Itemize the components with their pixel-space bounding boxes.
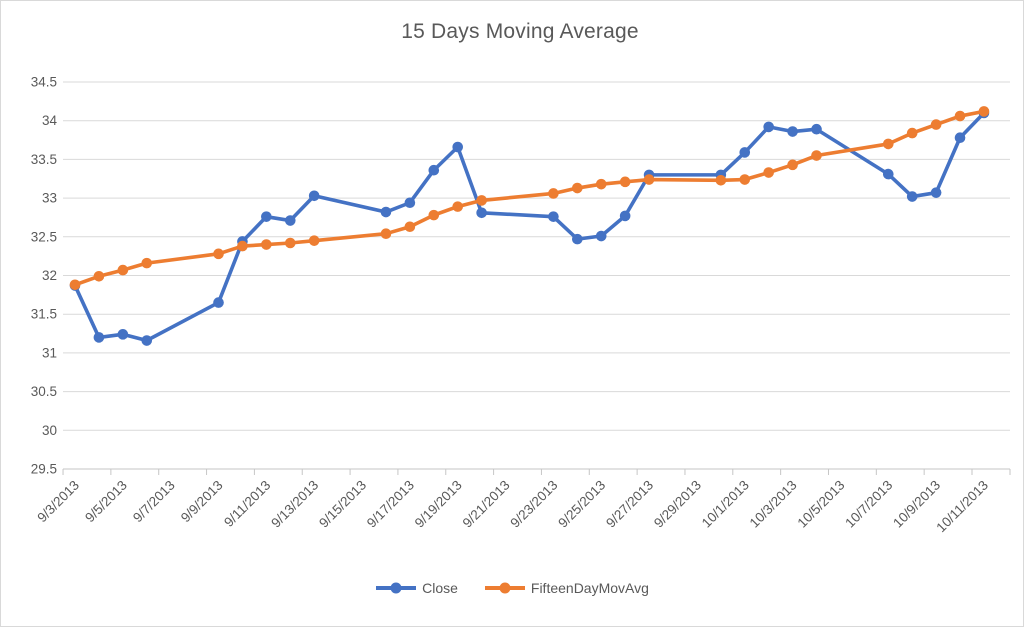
- x-tick-label: 10/11/2013: [933, 478, 991, 536]
- x-tick-label: 9/19/2013: [412, 478, 465, 531]
- movavg-data-point-marker: [69, 279, 81, 291]
- y-tick-label: 30: [42, 423, 57, 438]
- close-data-point-marker: [548, 211, 559, 222]
- y-tick-label: 29.5: [31, 462, 57, 477]
- movavg-data-point-marker: [882, 138, 894, 150]
- close-data-point-marker: [906, 191, 918, 202]
- movavg-data-point-marker: [930, 119, 942, 130]
- close-data-point-marker: [213, 297, 224, 308]
- close-data-point-marker: [595, 230, 607, 242]
- legend-label-close: Close: [422, 580, 458, 596]
- y-tick-label: 33: [42, 191, 57, 206]
- movavg-data-point-marker: [572, 182, 583, 194]
- movavg-data-point-marker: [906, 127, 918, 139]
- close-data-point-marker: [811, 123, 822, 135]
- y-tick-label: 34: [42, 113, 58, 128]
- close-data-point-marker: [308, 190, 320, 202]
- movavg-data-point-marker: [404, 221, 416, 233]
- close-data-point-marker: [619, 210, 631, 222]
- movavg-data-point-marker: [787, 159, 798, 171]
- movavg-data-point-marker: [715, 174, 727, 186]
- x-tick-label: 9/9/2013: [178, 478, 226, 526]
- movavg-series-swatch-icon: [484, 582, 525, 594]
- close-data-point-marker: [882, 168, 894, 180]
- movavg-data-point-marker: [548, 188, 559, 199]
- movavg-data-point-marker: [237, 240, 248, 252]
- close-data-point-marker: [476, 207, 487, 219]
- movavg-data-point-marker: [452, 201, 464, 212]
- movavg-data-point-marker: [117, 264, 129, 276]
- movavg-data-point-marker: [954, 110, 966, 122]
- legend-item-fifteendaymovavg: FifteenDayMovAvg: [484, 580, 649, 596]
- close-data-point-marker: [284, 215, 296, 226]
- legend-label-fifteendaymovavg: FifteenDayMovAvg: [530, 580, 649, 596]
- y-tick-label: 32: [42, 268, 57, 283]
- movavg-data-point-marker: [213, 248, 224, 260]
- movavg-data-point-marker: [811, 150, 822, 161]
- x-tick-label: 9/7/2013: [130, 478, 178, 526]
- movavg-data-point-marker: [739, 174, 751, 185]
- x-tick-label: 9/15/2013: [316, 478, 369, 531]
- close-data-point-marker: [428, 164, 440, 176]
- x-tick-label: 9/25/2013: [555, 478, 608, 531]
- x-tick-label: 10/3/2013: [747, 478, 800, 531]
- movavg-data-point-marker: [428, 209, 440, 221]
- x-tick-label: 9/17/2013: [364, 478, 417, 531]
- movavg-data-point-marker: [380, 228, 392, 240]
- movavg-data-point-marker: [978, 106, 990, 117]
- movavg-data-point-marker: [763, 167, 774, 178]
- x-tick-label: 9/3/2013: [34, 478, 82, 526]
- close-series-line: [73, 111, 986, 343]
- close-data-point-marker: [93, 332, 105, 343]
- x-tick-label: 10/7/2013: [842, 478, 895, 531]
- close-data-point-marker: [452, 141, 464, 153]
- chart-title: 15 Days Moving Average: [401, 20, 639, 43]
- close-data-point-marker: [572, 233, 583, 245]
- y-tick-label: 30.5: [31, 384, 57, 399]
- movavg-data-point-marker: [595, 178, 607, 190]
- movavg-data-point-marker: [284, 237, 296, 249]
- close-data-point-marker: [261, 211, 272, 222]
- movavg-data-point-marker: [308, 235, 320, 246]
- x-tick-label: 10/5/2013: [794, 478, 847, 531]
- x-tick-label: 9/13/2013: [268, 478, 321, 531]
- close-data-point-marker: [787, 126, 798, 137]
- close-data-point-marker: [141, 335, 153, 346]
- x-tick-label: 9/29/2013: [651, 478, 704, 531]
- close-data-point-marker: [380, 206, 392, 218]
- x-tick-label: 9/5/2013: [82, 478, 130, 526]
- chart-legend: Close FifteenDayMovAvg: [0, 580, 1024, 596]
- close-data-point-marker: [739, 147, 751, 158]
- close-data-point-marker: [954, 132, 966, 144]
- x-tick-label: 10/1/2013: [699, 478, 752, 531]
- y-tick-label: 33.5: [31, 152, 57, 167]
- x-tick-label: 9/23/2013: [507, 478, 560, 531]
- y-tick-label: 34.5: [31, 75, 57, 90]
- close-data-point-marker: [930, 187, 942, 198]
- y-tick-label: 31.5: [31, 307, 57, 322]
- close-series-swatch-icon: [376, 582, 417, 594]
- close-data-point-marker: [117, 329, 129, 340]
- movavg-data-point-marker: [261, 239, 272, 250]
- y-tick-label: 31: [42, 345, 57, 360]
- movavg-data-point-marker: [476, 195, 487, 206]
- x-tick-label: 9/21/2013: [460, 478, 513, 531]
- legend-item-close: Close: [375, 580, 458, 596]
- movavg-data-point-marker: [619, 176, 631, 188]
- x-tick-label: 9/11/2013: [221, 478, 273, 530]
- close-data-point-marker: [763, 121, 774, 133]
- movavg-data-point-marker: [141, 257, 153, 269]
- movavg-data-point-marker: [643, 174, 655, 185]
- y-tick-label: 32.5: [31, 229, 57, 244]
- movavg-data-point-marker: [93, 270, 105, 282]
- close-data-point-marker: [404, 197, 416, 209]
- x-tick-label: 9/27/2013: [603, 478, 656, 531]
